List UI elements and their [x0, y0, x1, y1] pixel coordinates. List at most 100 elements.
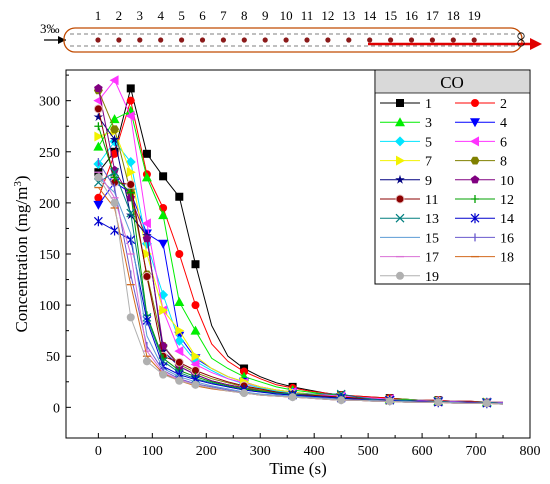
data-point	[94, 173, 103, 182]
legend-item-1: 1	[380, 97, 432, 112]
legend-marker	[470, 136, 479, 147]
legend-marker	[396, 99, 404, 107]
sensor-number: 13	[342, 8, 355, 23]
data-point	[191, 301, 200, 310]
data-point	[93, 141, 104, 151]
legend-item-19: 19	[380, 270, 439, 285]
legend-label: 6	[500, 135, 507, 150]
sensor-number: 14	[363, 8, 377, 23]
legend-item-16: 16	[455, 231, 514, 246]
sensor-number: 5	[178, 8, 185, 23]
legend-marker	[470, 213, 480, 224]
legend-item-2: 2	[455, 97, 507, 112]
legend-label: 16	[500, 231, 514, 246]
legend-label: 15	[425, 231, 439, 246]
sensor-number: 11	[301, 8, 314, 23]
inlet-label: 3‰	[40, 21, 60, 36]
legend-marker	[470, 175, 480, 184]
x-tick-label: 200	[196, 444, 217, 459]
legend-item-9: 9	[380, 174, 432, 189]
data-point	[94, 131, 104, 142]
data-point	[126, 96, 135, 105]
data-point	[142, 271, 152, 281]
data-point	[158, 210, 169, 220]
data-point	[191, 380, 200, 389]
legend-marker	[396, 271, 404, 280]
sensor-dot	[262, 37, 268, 43]
legend-marker	[471, 195, 479, 203]
legend-marker	[395, 213, 405, 223]
series-19	[94, 173, 504, 408]
x-tick-label: 400	[304, 444, 325, 459]
sensor-dot	[450, 37, 456, 43]
x-tick-label: 0	[95, 444, 102, 459]
pipe-schematic: 3‰ 1 2 3 4 5 6 7 8 9 10 11 12 13 14 15 16 17 18 19	[40, 8, 542, 53]
sensor-number: 16	[405, 8, 419, 23]
y-axis-label: Concentration (mg/m3)	[12, 175, 31, 332]
data-point	[94, 122, 103, 131]
sensor-dot	[283, 37, 289, 43]
data-point	[126, 167, 136, 178]
y-tick-label: 150	[39, 248, 60, 263]
legend-item-5: 5	[380, 135, 432, 150]
data-point	[125, 157, 136, 167]
legend-header	[376, 71, 529, 93]
sensor-number: 6	[199, 8, 206, 23]
sensor-number: 18	[447, 8, 460, 23]
legend-item-3: 3	[380, 116, 432, 131]
data-point	[159, 305, 169, 316]
data-point	[126, 188, 135, 197]
sensor-number: 9	[262, 8, 269, 23]
legend-label: 1	[425, 97, 432, 112]
data-point	[142, 249, 152, 259]
legend-label: 13	[425, 212, 439, 227]
x-axis-label: Time (s)	[269, 459, 326, 478]
sensor-number: 8	[241, 8, 248, 23]
legend-item-17: 17	[380, 251, 439, 266]
sensor-number: 2	[116, 8, 123, 23]
data-point	[175, 325, 185, 336]
x-tick-label: 300	[250, 444, 271, 459]
legend-label: 11	[425, 193, 438, 208]
sensor-number: 7	[220, 8, 227, 23]
inlet-arrow-head	[58, 36, 66, 44]
sensor-dot	[325, 37, 331, 43]
data-point	[191, 351, 201, 362]
data-point	[94, 83, 103, 92]
legend-marker	[395, 194, 405, 204]
sensor-dot	[408, 37, 415, 43]
x-tick-label: 500	[358, 444, 379, 459]
y-tick-label: 50	[46, 350, 60, 365]
legend-item-15: 15	[380, 231, 439, 246]
fan-icon	[517, 32, 525, 40]
legend-item-7: 7	[380, 155, 432, 170]
legend-marker	[470, 118, 480, 128]
y-tick-label: 200	[39, 197, 60, 212]
legend-marker	[396, 155, 405, 166]
data-point	[126, 84, 135, 93]
sensor-number: 15	[384, 8, 397, 23]
data-point	[174, 346, 184, 357]
legend-label: 4	[500, 116, 507, 131]
sensor-dot	[429, 37, 435, 43]
y-tick-label: 0	[53, 401, 60, 416]
data-point	[240, 389, 249, 398]
sensor-number: 19	[468, 8, 481, 23]
data-point	[109, 75, 119, 86]
series-layer	[93, 75, 504, 409]
legend-item-18: 18	[455, 251, 514, 266]
sensor-dot	[346, 37, 352, 43]
legend-item-4: 4	[455, 116, 507, 131]
data-point	[142, 149, 151, 158]
data-point	[175, 250, 184, 258]
data-point	[385, 397, 394, 406]
sensor-number: 4	[157, 8, 164, 23]
data-point	[159, 370, 168, 379]
legend-item-13: 13	[380, 212, 439, 227]
data-point	[126, 179, 136, 189]
data-point	[158, 239, 169, 249]
legend-label: 3	[425, 116, 432, 131]
sensor-dot	[241, 37, 247, 43]
